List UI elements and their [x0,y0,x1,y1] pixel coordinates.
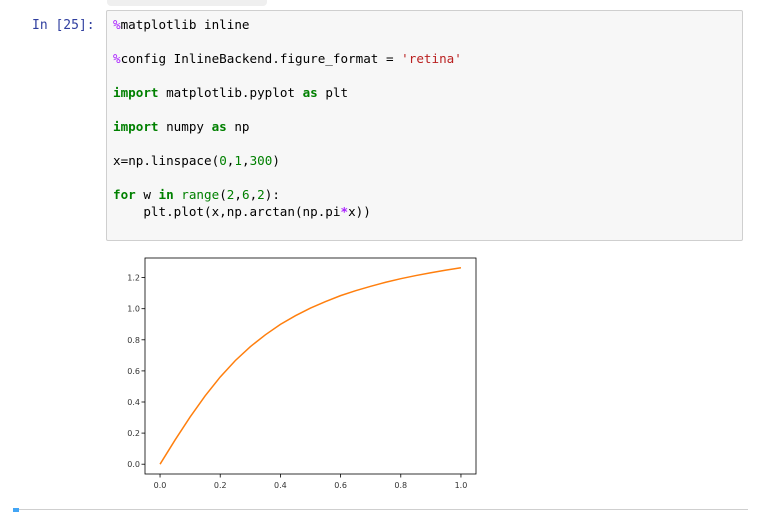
code-token: as [302,85,318,100]
series-line [159,267,462,465]
axes-frame [144,257,477,475]
y-tick-label: 0.2 [127,429,140,438]
code-token: 6 [241,187,250,202]
code-token: 'retina' [401,51,462,66]
y-tick-label: 1.0 [127,305,140,314]
code-token: , [234,187,242,202]
code-editor[interactable]: %matplotlib inline %config InlineBackend.… [113,16,462,220]
code-token: , [241,153,250,168]
y-tick-label: 1.2 [127,274,140,283]
code-token: x)) [348,204,371,219]
blank-line [113,169,462,186]
code-token: for [113,187,136,202]
code-token: import [113,85,159,100]
y-tick-label: 0.4 [127,398,140,407]
code-token: ) [272,153,280,168]
code-token: matplotlib inline [120,17,250,32]
code-line: for w in range(2,6,2): [113,186,462,203]
code-token: w [135,187,159,202]
plot-area [145,258,476,474]
code-line: x=np.linspace(0,1,300) [113,152,462,169]
code-token: import [113,119,159,134]
code-line: import matplotlib.pyplot as plt [113,84,462,101]
previous-cell-edge [107,0,267,6]
cell-output: 0.0 0.2 0.4 0.6 0.8 1.0 0.0 0.2 0.4 0.6 0.8 1.0 1.2 [110,250,490,500]
code-token: range [181,187,220,202]
x-tick-label: 1.0 [455,481,468,490]
code-token: 0 [219,153,227,168]
blank-line [113,101,462,118]
code-line: plt.plot(x,np.arctan(np.pi*x)) [113,203,462,220]
x-tick-label: 0.2 [214,481,227,490]
code-line: %matplotlib inline [113,16,462,33]
y-tick-label: 0.0 [127,460,140,469]
code-token: numpy [158,119,212,134]
x-tick-label: 0.4 [274,481,287,490]
code-token: plt.plot(x,np.arctan(np.pi [113,204,341,219]
code-token: , [249,187,258,202]
x-tick-label: 0.0 [154,481,167,490]
line-chart: 0.0 0.2 0.4 0.6 0.8 1.0 0.0 0.2 0.4 0.6 0.8 1.0 1.2 [127,257,477,490]
code-line: %config InlineBackend.figure_format = 'r… [113,50,462,67]
code-token: plt [317,85,349,100]
code-token: = [120,153,129,168]
blank-line [113,135,462,152]
x-tick-label: 0.6 [334,481,347,490]
code-line: import numpy as np [113,118,462,135]
y-tick-label: 0.6 [127,367,140,376]
code-token: ): [264,187,280,202]
code-token: 2 [257,187,265,202]
code-token: ( [219,187,227,202]
code-token: in [158,187,174,202]
code-token: matplotlib.pyplot [158,85,303,100]
code-token: 2 [226,187,235,202]
code-token: x [113,153,121,168]
next-cell-border [13,509,748,510]
code-token: as [211,119,227,134]
next-cell-selection-marker [13,508,19,512]
y-tick-label: 0.8 [127,336,140,345]
code-cell-input[interactable] [106,10,743,241]
code-token: 1 [234,153,242,168]
code-token: % [113,17,121,32]
input-prompt: In [25]: [32,18,95,33]
blank-line [113,67,462,84]
code-token: = [385,51,394,66]
code-token: np [226,119,250,134]
code-token: config InlineBackend.figure_format [120,51,386,66]
code-token: np.linspace( [128,153,220,168]
code-token: % [113,51,121,66]
x-tick-label: 0.8 [394,481,407,490]
code-token: 300 [249,153,273,168]
code-token: * [340,204,349,219]
code-token: , [226,153,235,168]
blank-line [113,33,462,50]
